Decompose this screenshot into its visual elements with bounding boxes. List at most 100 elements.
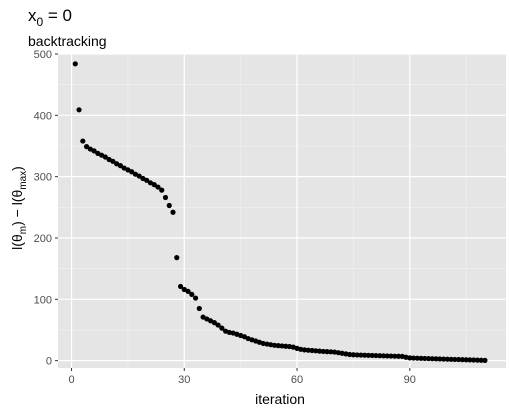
chart-title-x: x	[28, 6, 37, 25]
data-point	[324, 349, 330, 355]
data-point	[313, 348, 319, 354]
data-point	[76, 107, 82, 113]
data-point	[170, 209, 176, 215]
data-point	[309, 347, 315, 354]
data-point	[174, 255, 180, 261]
data-point	[117, 163, 123, 169]
data-point	[441, 356, 447, 362]
chart-subtitle: backtracking	[28, 33, 107, 49]
data-point	[192, 295, 199, 301]
data-point	[159, 187, 165, 193]
y-tick-label: 500	[34, 49, 52, 61]
chart-title-rest: = 0	[43, 6, 72, 25]
y-axis: 0 100 200 300 400 500	[34, 49, 58, 368]
data-point	[301, 347, 308, 353]
data-point	[377, 353, 383, 359]
data-point	[437, 356, 443, 362]
x-tick-label: 30	[178, 374, 190, 386]
chart-title-subscript: 0	[37, 15, 44, 29]
data-point	[136, 173, 142, 179]
data-point	[185, 288, 191, 294]
data-point	[72, 61, 78, 67]
data-point	[407, 355, 413, 361]
y-tick-label: 200	[34, 233, 52, 245]
data-point	[155, 184, 161, 190]
data-point	[144, 177, 150, 183]
data-point	[219, 325, 225, 331]
data-point	[305, 347, 311, 353]
data-point	[410, 355, 417, 361]
data-points	[72, 61, 488, 363]
x-tick-label: 0	[68, 374, 74, 386]
data-point	[275, 343, 281, 349]
data-point	[354, 352, 360, 358]
y-tick-label: 400	[34, 110, 52, 122]
data-point	[452, 356, 458, 363]
data-point	[388, 353, 394, 359]
data-point	[362, 352, 368, 358]
data-point	[91, 148, 97, 154]
data-point	[414, 355, 420, 361]
x-axis-label: iteration	[255, 391, 305, 407]
data-point	[110, 158, 116, 164]
y-label-subscript-2: max	[18, 171, 29, 190]
data-point	[482, 357, 488, 363]
data-point	[471, 357, 477, 363]
data-point	[83, 144, 90, 150]
minor-gridlines	[58, 54, 506, 368]
data-point	[365, 352, 372, 358]
data-point	[328, 349, 334, 355]
data-point	[384, 353, 390, 359]
y-tick-label: 0	[46, 356, 52, 368]
data-point	[196, 305, 202, 312]
data-point	[350, 352, 357, 358]
data-point	[422, 355, 428, 362]
data-point	[478, 357, 484, 363]
data-point	[444, 356, 450, 362]
chart-title: x0 = 0	[28, 6, 72, 29]
data-point	[347, 351, 353, 358]
data-point	[369, 352, 375, 359]
data-point	[80, 138, 86, 144]
data-point	[380, 353, 387, 359]
data-point	[429, 356, 435, 362]
data-point	[166, 202, 172, 209]
x-tick-label: 90	[404, 374, 416, 386]
data-point	[162, 194, 169, 201]
data-point	[177, 283, 184, 290]
data-point	[474, 357, 481, 363]
data-point	[151, 182, 157, 188]
x-axis: 0 30 60 90	[68, 368, 416, 386]
data-point	[463, 357, 469, 363]
data-point	[392, 353, 398, 359]
data-point	[425, 355, 432, 362]
major-gridlines	[58, 53, 506, 368]
data-point	[418, 355, 424, 361]
data-point	[283, 343, 289, 349]
data-point	[448, 356, 454, 362]
y-label-subscript-1: m	[18, 226, 29, 234]
data-point	[316, 348, 323, 354]
data-point	[395, 353, 402, 359]
y-axis-label: l(θm) − l(θmax)	[9, 166, 29, 250]
y-tick-label: 300	[34, 172, 52, 184]
y-tick-label: 100	[34, 294, 52, 306]
data-point	[358, 352, 364, 358]
data-point	[373, 352, 379, 359]
data-point	[102, 154, 108, 160]
x-tick-label: 60	[291, 374, 303, 386]
data-point	[433, 356, 439, 362]
data-point	[459, 357, 466, 363]
data-point	[320, 348, 326, 355]
data-point	[189, 291, 195, 298]
data-point	[456, 356, 462, 363]
data-point	[215, 322, 221, 328]
data-point	[279, 343, 285, 349]
data-point	[467, 357, 473, 363]
data-point	[129, 169, 135, 175]
data-point	[211, 320, 217, 326]
y-label-part-3: )	[9, 166, 25, 171]
y-label-part-1: l(θ	[9, 234, 25, 250]
plot-panel	[58, 54, 506, 368]
